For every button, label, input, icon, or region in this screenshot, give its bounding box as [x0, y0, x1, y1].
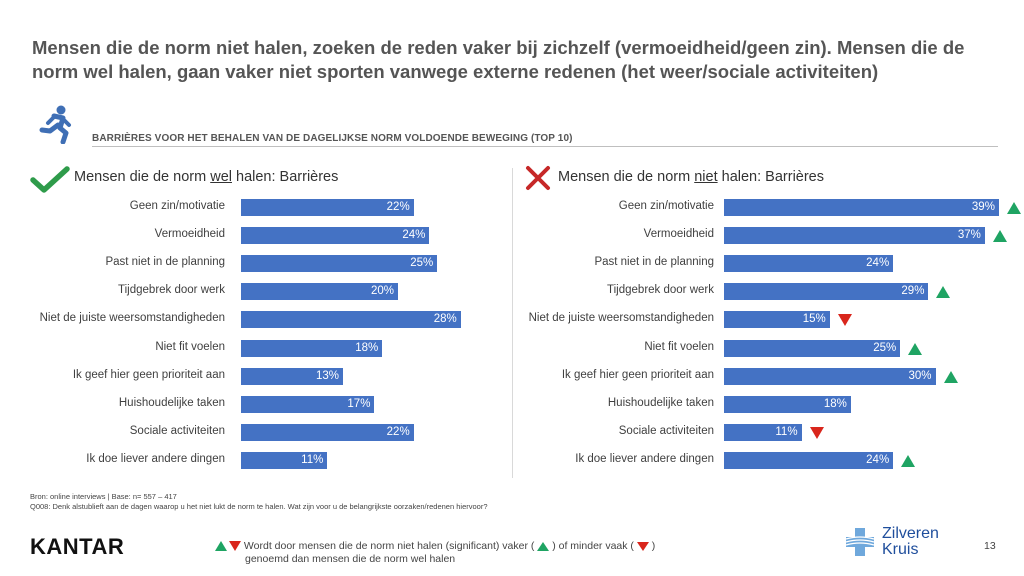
category-label: Ik geef hier geen prioriteit aan [72, 368, 225, 381]
category-label: Geen zin/motivatie [129, 200, 225, 212]
value-label: 22% [386, 201, 410, 213]
bar [724, 423, 802, 441]
zilveren-kruis-logo: Zilveren Kruis [882, 525, 939, 558]
value-label: 13% [316, 369, 340, 382]
bar [724, 451, 894, 469]
panel-divider [512, 168, 513, 478]
category-label: Tijdgebrek door werk [607, 284, 714, 297]
bar [241, 283, 398, 301]
bar [241, 367, 344, 385]
value-label: 25% [410, 257, 434, 270]
bar [241, 451, 328, 469]
zilveren-kruis-logo-icon [845, 528, 875, 556]
category-label: Geen zin/motivatie [618, 200, 714, 212]
legend-down-icon [636, 541, 649, 551]
significance-up-icon [901, 454, 916, 467]
category-label: Ik doe liever andere dingen [86, 452, 225, 465]
category-label: Niet fit voelen [644, 340, 714, 353]
legend-text-4: genoemd dan mensen die de norm wel halen [245, 553, 456, 565]
kantar-logo: KANTAR [30, 534, 125, 559]
value-label: 18% [823, 397, 847, 410]
cross-icon [526, 166, 550, 190]
category-label: Niet de juiste weersomstandigheden [528, 312, 714, 325]
divider-line [92, 146, 998, 147]
legend-text-2: ) of minder vaak ( [552, 540, 634, 552]
significance-up-icon [943, 370, 958, 383]
source-note: Bron: online interviews | Base: n= 557 –… [30, 492, 177, 501]
value-label: 18% [355, 341, 379, 354]
bar [724, 199, 999, 216]
value-label: 11% [775, 425, 798, 438]
value-label: 15% [802, 313, 826, 326]
category-label: Tijdgebrek door werk [118, 284, 225, 297]
legend-up-down-icon [215, 541, 241, 552]
right-panel-title: Mensen die de norm niet halen: Barrières [558, 169, 824, 185]
bar [724, 255, 894, 273]
significance-up-icon [908, 342, 923, 355]
value-label: 20% [370, 285, 394, 298]
value-label: 17% [347, 397, 371, 410]
legend-up-icon [537, 541, 550, 551]
bar [724, 227, 985, 245]
value-label: 24% [866, 257, 890, 270]
page-number: 13 [984, 540, 996, 552]
bar [241, 255, 438, 273]
bar [241, 395, 375, 413]
value-label: 24% [866, 453, 890, 466]
bar [724, 339, 901, 357]
value-label: 22% [386, 425, 410, 438]
significance-up-icon [1006, 202, 1021, 214]
category-label: Huishoudelijke taken [607, 396, 714, 409]
value-label: 28% [433, 313, 457, 326]
checkmark-icon [30, 166, 70, 193]
significance-down-icon [809, 426, 824, 439]
significance-up-icon [936, 286, 951, 299]
bar [241, 199, 414, 216]
legend-text-1: Wordt door mensen die de norm niet halen… [243, 540, 535, 552]
significance-down-icon [837, 314, 852, 327]
category-label: Sociale activiteiten [129, 424, 225, 437]
category-label: Past niet in de planning [594, 256, 714, 269]
category-label: Sociale activiteiten [618, 424, 714, 437]
category-label: Niet de juiste weersomstandigheden [39, 312, 225, 325]
value-label: 37% [957, 229, 981, 242]
bar [724, 367, 936, 385]
category-label: Niet fit voelen [155, 340, 225, 353]
runner-icon [39, 105, 71, 144]
category-label: Vermoeidheid [643, 228, 714, 241]
category-label: Huishoudelijke taken [118, 396, 225, 409]
legend-text-3: ) [651, 540, 656, 552]
value-label: 29% [901, 285, 925, 298]
category-label: Ik geef hier geen prioriteit aan [561, 368, 714, 381]
slide-headline: Mensen die de norm niet halen, zoeken de… [32, 37, 965, 82]
value-label: 39% [971, 201, 995, 213]
bar [241, 423, 414, 441]
category-label: Ik doe liever andere dingen [575, 452, 714, 465]
bar [724, 283, 929, 301]
value-label: 24% [402, 229, 426, 242]
category-label: Vermoeidheid [154, 228, 225, 241]
bar [724, 395, 851, 413]
value-label: 30% [908, 369, 932, 382]
category-label: Past niet in de planning [105, 256, 225, 269]
value-label: 25% [873, 341, 897, 354]
value-label: 11% [301, 453, 324, 466]
bar [241, 311, 461, 329]
question-note: Q008: Denk alstublieft aan de dagen waar… [30, 502, 488, 511]
bar [241, 227, 430, 245]
significance-legend: Wordt door mensen die de norm niet halen… [215, 540, 725, 566]
section-subtitle: BARRIÈRES VOOR HET BEHALEN VAN DE DAGELI… [92, 133, 573, 144]
bar [724, 311, 830, 329]
left-panel-title: Mensen die de norm wel halen: Barrières [74, 169, 339, 185]
significance-up-icon [992, 230, 1007, 243]
bar [241, 339, 383, 357]
